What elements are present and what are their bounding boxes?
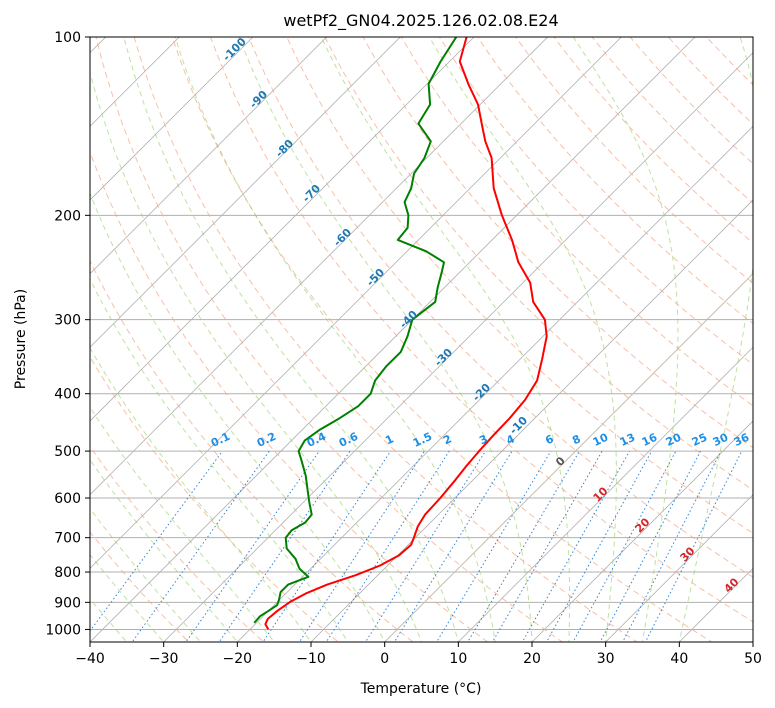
dry-adiabat-line [667,37,753,125]
moist-adiabat-line [174,37,496,642]
x-tick-label: 0 [380,651,389,667]
dry-adiabat-line [477,37,753,325]
y-axis-label: Pressure (hPa) [13,289,29,389]
dry-adiabat-line [362,37,753,449]
moist-adiabat-line [90,459,238,642]
isotherm-line [236,125,753,642]
mixing-ratio-line [131,450,270,642]
x-tick-label: −40 [75,651,105,667]
temperature-profile [264,37,548,630]
moist-adiabat-line [428,37,617,642]
y-tick-label: 500 [54,444,81,460]
isotherm-line [90,37,328,275]
mixing-ratio-line [262,450,392,642]
moist-adiabat-line [90,192,386,642]
isotherm-line [90,37,254,201]
plot-frame [89,36,754,643]
chart-title: wetPf2_GN04.2025.126.02.08.E24 [283,11,558,31]
mixing-ratio-label: 10 [591,431,611,449]
x-axis-label: Temperature (°C) [360,681,482,697]
plot-area [90,37,753,642]
isotherm-line [90,37,622,569]
y-tick-label: 700 [54,531,81,547]
dry-adiabat-line [90,150,489,642]
dry-adiabat-line [438,37,753,366]
isotherm-line [90,37,180,127]
isotherm-line [163,52,753,642]
dry-adiabat-line [171,37,713,642]
x-tick-label: 30 [597,651,615,667]
x-tick-label: 10 [449,651,467,667]
x-tick-label: −20 [223,651,253,667]
dry-adiabat-line [286,37,753,534]
y-tick-label: 600 [54,491,81,507]
moist-adiabat-line [678,37,753,642]
isotherm-line [457,346,753,642]
mixing-ratio-line [325,450,450,642]
mixing-ratio-label: 25 [690,431,709,449]
dewpoint-profile [253,37,458,624]
dry-adiabat-line [324,37,753,491]
isotherm-line [90,37,549,496]
mixing-ratio-line [545,450,653,642]
x-tick-label: 40 [670,651,688,667]
moist-adiabat-line [320,37,571,642]
dry-adiabat-line [133,37,638,642]
mixing-ratio-label: 20 [664,431,684,449]
axis-ticks: −40 −30 −20 −10 0 10 20 30 40 50 100 200 300 400 500 60… [45,30,762,667]
mixing-ratio-line [436,450,552,642]
mixing-ratio-line [218,450,351,642]
moist-adiabat-line [572,37,679,642]
moist-adiabat-line [123,37,459,642]
isotherm-line [531,420,753,642]
x-tick-label: 20 [523,651,541,667]
mixing-ratio-label: 36 [732,431,752,449]
dry-adiabat-line [95,37,564,642]
dry-adiabat-line [629,37,753,165]
y-tick-label: 400 [54,387,81,403]
x-tick-label: −10 [296,651,326,667]
y-tick-label: 1000 [45,622,81,638]
isotherm-line [90,37,475,422]
mixing-ratio-line [298,450,425,642]
y-tick-label: 100 [54,30,81,46]
x-tick-label: 50 [744,651,762,667]
isotherm-line [90,37,401,348]
mixing-ratio-label: 30 [711,431,731,449]
mixing-ratio-label: 13 [618,431,637,449]
dry-adiabat-line [90,259,414,642]
freezing-isotherm [383,272,753,642]
mixing-ratio-line [491,450,603,642]
y-tick-label: 900 [54,595,81,611]
moist-adiabat-line [90,70,423,642]
moist-adiabat-line [90,278,349,642]
dry-adiabat-line [90,445,265,642]
isotherm-line [605,494,753,642]
dry-adiabat-line [248,37,753,578]
x-tick-label: −30 [149,651,179,667]
mixing-ratio-label: 16 [640,431,660,449]
y-tick-label: 300 [54,313,81,329]
mixing-ratio-line [644,450,743,642]
y-tick-label: 200 [54,208,81,224]
mixing-ratio-line [185,450,320,642]
y-tick-label: 800 [54,565,81,581]
mixing-ratio-line [521,450,630,642]
